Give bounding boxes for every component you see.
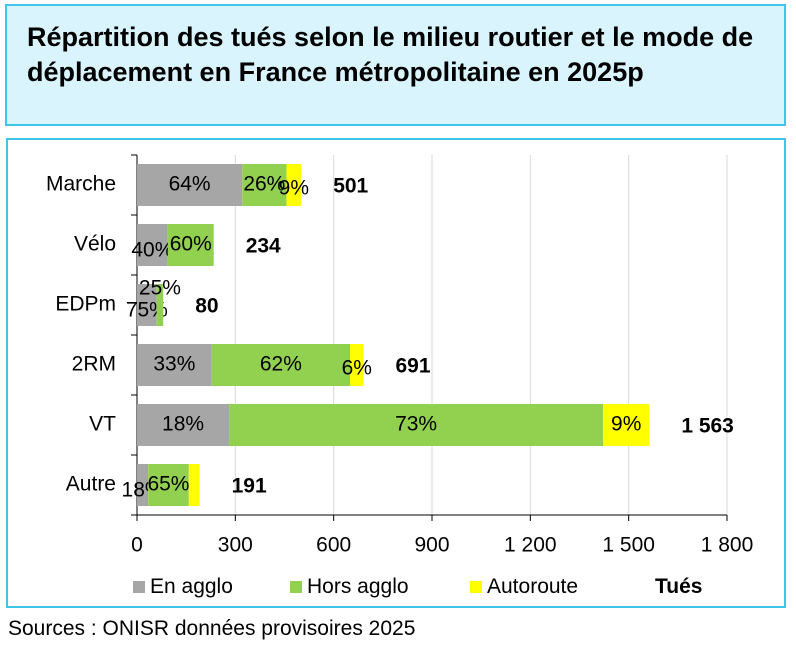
category-label-4: VT: [89, 413, 116, 436]
legend-label-autoroute: Autoroute: [487, 575, 579, 598]
bar-0-1: [137, 224, 168, 266]
legend-label-tues: Tués: [655, 575, 703, 598]
data-label-1-4: 73%: [395, 413, 437, 436]
x-tick-label-2: 600: [316, 534, 351, 557]
data-label-1-1: 60%: [170, 233, 212, 256]
data-label-2-4: 9%: [611, 413, 641, 436]
data-label-1-0: 26%: [243, 173, 285, 196]
total-label-5: 191: [232, 475, 267, 498]
data-label-0-4: 18%: [162, 413, 204, 436]
x-tick-label-3: 900: [414, 534, 449, 557]
bar-0-3: [137, 344, 212, 386]
bar-1-2: [156, 284, 164, 326]
category-label-0: Marche: [46, 173, 116, 196]
data-label-2-3: 6%: [342, 357, 372, 380]
legend-label-hors-agglo: Hors agglo: [307, 575, 409, 598]
bar-1-5: [148, 464, 189, 506]
data-label-1-3: 62%: [260, 353, 302, 376]
category-label-1: Vélo: [74, 233, 116, 256]
total-label-2: 80: [195, 295, 218, 318]
legend-swatch-autoroute: [470, 581, 482, 593]
total-label-3: 691: [395, 355, 430, 378]
data-label-0-1: 40%: [131, 239, 173, 262]
x-tick-label-5: 1 500: [602, 534, 655, 557]
total-label-1: 234: [246, 235, 281, 258]
category-label-5: Autre: [66, 473, 116, 496]
bar-0-5: [137, 464, 149, 506]
legend-label-en-agglo: En agglo: [150, 575, 233, 598]
bar-2-0: [286, 164, 302, 206]
data-label-2-0: 9%: [279, 177, 309, 200]
bar-0-4: [137, 404, 230, 446]
category-label-2: EDPm: [55, 293, 116, 316]
legend-swatch-en-agglo: [133, 581, 145, 593]
x-tick-label-6: 1 800: [701, 534, 754, 557]
data-label-1-5: 65%: [147, 473, 189, 496]
title-box: Répartition des tués selon le milieu rou…: [5, 4, 786, 126]
total-label-4: 1 563: [681, 415, 734, 438]
bar-2-3: [350, 344, 364, 386]
x-tick-label-0: 0: [131, 534, 143, 557]
bar-0-0: [137, 164, 243, 206]
x-tick-label-4: 1 200: [504, 534, 557, 557]
bar-1-0: [242, 164, 287, 206]
data-label-0-3: 33%: [153, 353, 195, 376]
bar-0-2: [137, 284, 157, 326]
chart-frame: [6, 138, 786, 608]
x-tick-label-1: 300: [218, 534, 253, 557]
category-label-3: 2RM: [72, 353, 116, 376]
bar-2-5: [188, 464, 200, 506]
data-label-1-2: 25%: [139, 277, 181, 300]
chart-title: Répartition des tués selon le milieu rou…: [27, 22, 754, 87]
bar-1-4: [229, 404, 604, 446]
bar-1-3: [211, 344, 351, 386]
source-note: Sources : ONISR données provisoires 2025: [8, 617, 416, 640]
data-label-0-0: 64%: [169, 173, 211, 196]
bar-1-1: [167, 224, 214, 266]
total-label-0: 501: [333, 175, 368, 198]
legend-swatch-hors-agglo: [290, 581, 302, 593]
bar-2-4: [603, 404, 650, 446]
